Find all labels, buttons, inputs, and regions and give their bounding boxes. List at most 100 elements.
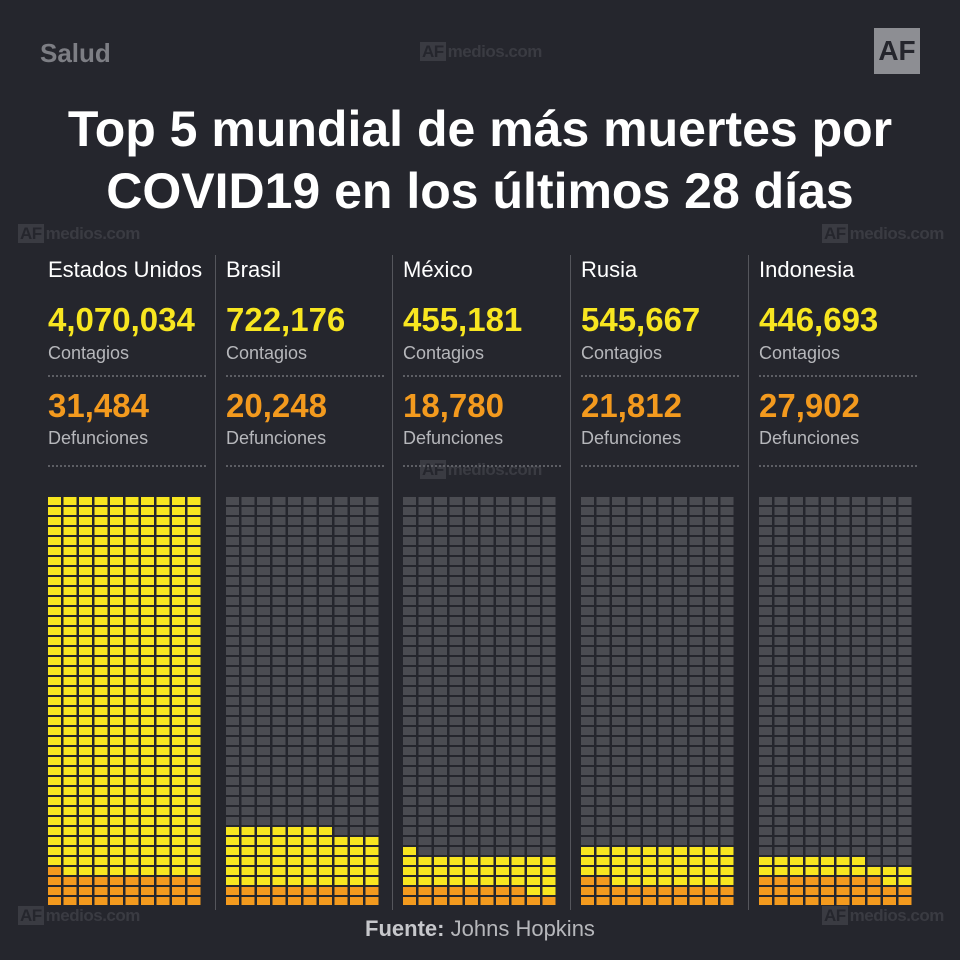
deaths-value: 27,902 [759, 387, 860, 424]
waffle-cell-empty [434, 657, 447, 665]
waffle-cell-empty [898, 557, 912, 565]
waffle-cell-empty [759, 707, 772, 715]
waffle-cell-empty [643, 567, 656, 575]
waffle-cell-deaths [303, 887, 317, 895]
waffle-cell-empty [805, 767, 819, 775]
waffle-cell-deaths [303, 897, 317, 905]
waffle-cell-empty [658, 797, 672, 805]
waffle-cell-empty [434, 627, 447, 635]
waffle-cell-empty [272, 587, 286, 595]
waffle-cell-empty [898, 617, 912, 625]
waffle-cell-empty [658, 787, 672, 795]
waffle-cell-empty [774, 627, 788, 635]
waffle-cell-empty [334, 617, 348, 625]
waffle-cell-empty [689, 507, 703, 515]
waffle-cell-cases [94, 547, 108, 555]
waffle-cell-empty [581, 597, 594, 605]
waffle-cell-cases [63, 547, 77, 555]
waffle-cell-empty [883, 497, 896, 505]
waffle-cell-empty [674, 607, 687, 615]
waffle-cell-empty [689, 737, 703, 745]
waffle-cell-empty [852, 787, 865, 795]
waffle-cell-empty [350, 697, 363, 705]
waffle-cell-empty [836, 737, 850, 745]
waffle-cell-cases [172, 867, 185, 875]
waffle-cell-cases [156, 507, 170, 515]
waffle-cell-empty [449, 587, 463, 595]
waffle-cell-deaths [627, 887, 641, 895]
waffle-cell-empty [805, 577, 819, 585]
waffle-cell-empty [821, 847, 834, 855]
waffle-cell-empty [527, 767, 540, 775]
waffle-cell-empty [581, 757, 594, 765]
waffle-cell-empty [790, 597, 803, 605]
waffle-cell-empty [674, 757, 687, 765]
waffle-cell-deaths [63, 897, 77, 905]
waffle-cell-cases [156, 707, 170, 715]
waffle-cell-empty [689, 617, 703, 625]
waffle-cell-deaths [898, 887, 912, 895]
waffle-cell-empty [403, 637, 416, 645]
waffle-cell-empty [612, 737, 625, 745]
waffle-cell-empty [449, 507, 463, 515]
waffle-cell-empty [643, 637, 656, 645]
waffle-cell-cases [465, 877, 478, 885]
waffle-cell-empty [790, 737, 803, 745]
waffle-cell-empty [805, 697, 819, 705]
waffle-cell-empty [465, 817, 478, 825]
waffle-cell-empty [542, 647, 556, 655]
waffle-cell-deaths [542, 897, 556, 905]
waffle-cell-empty [790, 787, 803, 795]
waffle-cell-empty [496, 547, 509, 555]
waffle-cell-empty [759, 847, 772, 855]
waffle-cell-empty [465, 507, 478, 515]
waffle-cell-empty [365, 587, 379, 595]
waffle-cell-cases [110, 527, 123, 535]
waffle-cell-empty [465, 567, 478, 575]
waffle-cell-empty [480, 587, 494, 595]
waffle-cell-empty [581, 507, 594, 515]
waffle-cell-empty [350, 567, 363, 575]
waffle-cell-cases [48, 517, 61, 525]
waffle-cell-cases [511, 877, 525, 885]
waffle-cell-empty [867, 517, 881, 525]
waffle-cell-deaths [527, 897, 540, 905]
waffle-cell-cases [63, 567, 77, 575]
waffle-cell-empty [836, 697, 850, 705]
waffle-cell-empty [821, 517, 834, 525]
waffle-cell-empty [790, 647, 803, 655]
waffle-cell-empty [241, 507, 255, 515]
waffle-cell-empty [480, 597, 494, 605]
waffle-cell-empty [759, 667, 772, 675]
waffle-cell-empty [272, 737, 286, 745]
waffle-cell-empty [319, 727, 332, 735]
waffle-cell-empty [805, 717, 819, 725]
waffle-cell-cases [334, 837, 348, 845]
waffle-cell-empty [705, 687, 718, 695]
waffle-cell-empty [790, 517, 803, 525]
waffle-cell-empty [627, 667, 641, 675]
waffle-cell-cases [141, 747, 154, 755]
waffle-cell-cases [418, 857, 432, 865]
waffle-cell-cases [527, 867, 540, 875]
waffle-cell-deaths [867, 877, 881, 885]
waffle-cell-cases [141, 867, 154, 875]
waffle-cell-cases [156, 727, 170, 735]
waffle-cell-empty [790, 797, 803, 805]
country-column: México 455,181 Contagios 18,780 Defunciones [392, 255, 571, 910]
waffle-cell-empty [643, 597, 656, 605]
waffle-cell-deaths [79, 887, 92, 895]
waffle-cell-cases [141, 537, 154, 545]
waffle-cell-empty [627, 527, 641, 535]
waffle-cell-empty [898, 827, 912, 835]
waffle-cell-empty [480, 577, 494, 585]
waffle-cell-cases [272, 877, 286, 885]
waffle-cell-cases [79, 547, 92, 555]
waffle-cell-deaths [156, 887, 170, 895]
waffle-cell-empty [643, 507, 656, 515]
waffle-cell-empty [319, 547, 332, 555]
waffle-cell-empty [527, 727, 540, 735]
waffle-cell-empty [852, 667, 865, 675]
waffle-cell-cases [720, 847, 734, 855]
waffle-cell-cases [156, 717, 170, 725]
